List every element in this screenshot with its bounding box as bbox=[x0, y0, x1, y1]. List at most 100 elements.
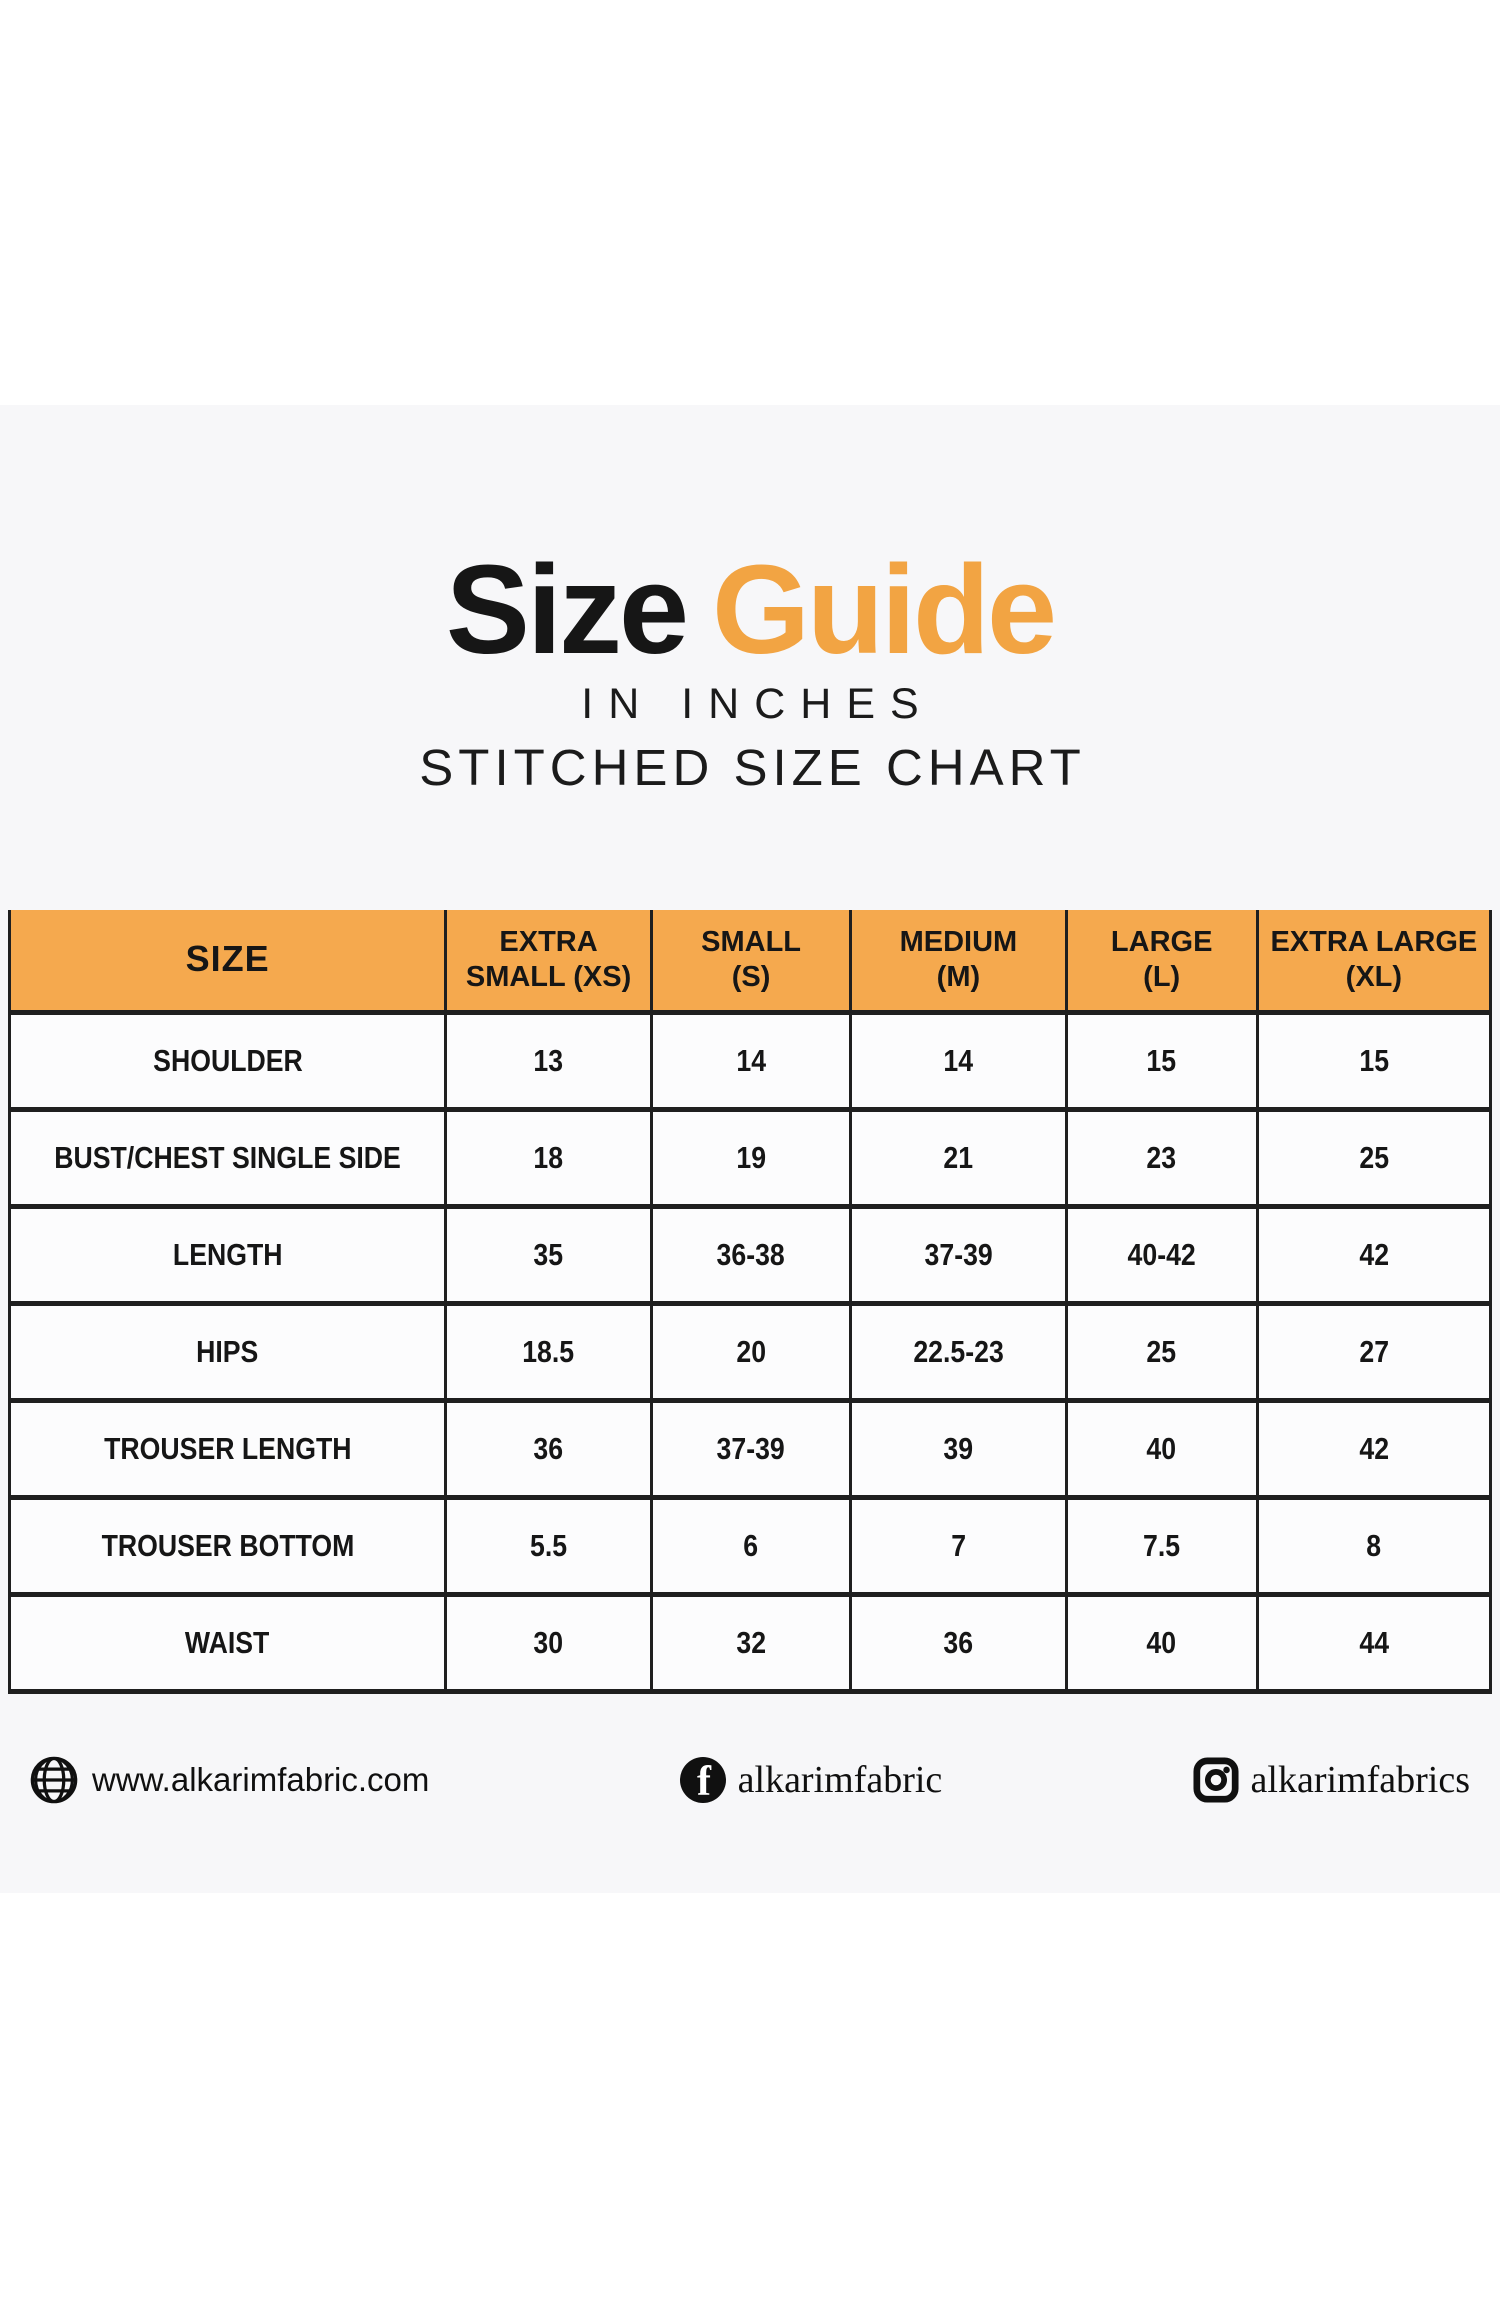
title-word-size: Size bbox=[445, 539, 689, 680]
table-row-hips: HIPS 18.5 20 22.5-23 25 27 bbox=[7, 1300, 1493, 1403]
cell-value: 7.5 bbox=[1143, 1527, 1181, 1563]
footer-facebook: f alkarimfabric bbox=[679, 1756, 942, 1803]
column-header-extra-small: EXTRA SMALL (XS) bbox=[444, 909, 653, 1015]
table-cell: 40-42 bbox=[1064, 1203, 1259, 1306]
cell-value: 19 bbox=[736, 1139, 766, 1175]
table-cell: 25 bbox=[1064, 1300, 1259, 1403]
row-label-hips: HIPS bbox=[7, 1300, 448, 1403]
footer-website: www.alkarimfabric.com bbox=[28, 1754, 429, 1806]
row-label-text: WAIST bbox=[185, 1624, 270, 1660]
table-row-waist: WAIST 30 32 36 40 44 bbox=[7, 1591, 1493, 1694]
cell-value: 40 bbox=[1146, 1624, 1177, 1660]
table-cell: 36 bbox=[849, 1591, 1068, 1694]
cell-value: 18 bbox=[533, 1139, 564, 1175]
table-cell: 40 bbox=[1064, 1397, 1259, 1500]
cell-value: 36 bbox=[943, 1624, 974, 1660]
table-cell: 8 bbox=[1255, 1494, 1493, 1597]
table-cell: 37-39 bbox=[849, 1203, 1068, 1306]
cell-value: 30 bbox=[533, 1624, 564, 1660]
row-label-trouser-length: TROUSER LENGTH bbox=[7, 1397, 448, 1500]
subtitle-stitched-size-chart: STITCHED SIZE CHART bbox=[419, 738, 1086, 796]
column-header-small: SMALL (S) bbox=[649, 909, 853, 1015]
size-chart-table: SIZE EXTRA SMALL (XS) SMALL (S) MEDIUM (… bbox=[7, 909, 1493, 1694]
table-row-bust-chest: BUST/CHEST SINGLE SIDE 18 19 21 23 25 bbox=[7, 1106, 1493, 1209]
table-cell: 20 bbox=[649, 1300, 853, 1403]
cell-value: 37-39 bbox=[716, 1430, 786, 1466]
table-cell: 22.5-23 bbox=[849, 1300, 1068, 1403]
row-label-text: BUST/CHEST SINGLE SIDE bbox=[54, 1139, 401, 1175]
table-cell: 42 bbox=[1255, 1397, 1493, 1500]
cell-value: 14 bbox=[943, 1042, 974, 1078]
cell-value: 23 bbox=[1146, 1139, 1177, 1175]
table-cell: 19 bbox=[649, 1106, 853, 1209]
row-label-bust-chest: BUST/CHEST SINGLE SIDE bbox=[7, 1106, 448, 1209]
table-row-trouser-bottom: TROUSER BOTTOM 5.5 6 7 7.5 8 bbox=[7, 1494, 1493, 1597]
cell-value: 42 bbox=[1359, 1430, 1389, 1466]
row-label-text: SHOULDER bbox=[152, 1042, 303, 1078]
row-label-waist: WAIST bbox=[7, 1591, 448, 1694]
table-cell: 15 bbox=[1064, 1009, 1259, 1112]
cell-value: 37-39 bbox=[924, 1236, 993, 1272]
table-cell: 6 bbox=[649, 1494, 853, 1597]
row-label-text: TROUSER LENGTH bbox=[103, 1430, 352, 1466]
cell-value: 15 bbox=[1146, 1042, 1177, 1078]
table-cell: 7.5 bbox=[1064, 1494, 1259, 1597]
table-cell: 14 bbox=[649, 1009, 853, 1112]
table-cell: 32 bbox=[649, 1591, 853, 1694]
header-row: SIZE EXTRA SMALL (XS) SMALL (S) MEDIUM (… bbox=[7, 909, 1493, 1015]
table-cell: 23 bbox=[1064, 1106, 1259, 1209]
table-cell: 36-38 bbox=[649, 1203, 853, 1306]
cell-value: 44 bbox=[1359, 1624, 1389, 1660]
row-label-text: LENGTH bbox=[172, 1236, 283, 1272]
table-row-shoulder: SHOULDER 13 14 14 15 15 bbox=[7, 1009, 1493, 1112]
table-cell: 7 bbox=[849, 1494, 1068, 1597]
cell-value: 36 bbox=[533, 1430, 564, 1466]
facebook-icon: f bbox=[679, 1756, 726, 1803]
table-cell: 30 bbox=[444, 1591, 653, 1694]
table-cell: 42 bbox=[1255, 1203, 1493, 1306]
footer-instagram: alkarimfabrics bbox=[1193, 1757, 1470, 1803]
instagram-icon bbox=[1193, 1757, 1239, 1803]
cell-value: 32 bbox=[736, 1624, 766, 1660]
table-cell: 18.5 bbox=[444, 1300, 653, 1403]
cell-value: 40-42 bbox=[1127, 1236, 1196, 1272]
cell-value: 21 bbox=[943, 1139, 974, 1175]
cell-value: 5.5 bbox=[530, 1527, 568, 1563]
table-cell: 40 bbox=[1064, 1591, 1259, 1694]
globe-icon bbox=[30, 1756, 78, 1803]
table-row-length: LENGTH 35 36-38 37-39 40-42 42 bbox=[7, 1203, 1493, 1306]
cell-value: 42 bbox=[1359, 1236, 1389, 1272]
column-header-size: SIZE bbox=[7, 909, 448, 1015]
cell-value: 14 bbox=[736, 1042, 766, 1078]
subtitle-in-inches: IN INCHES bbox=[581, 679, 934, 728]
table-cell: 5.5 bbox=[444, 1494, 653, 1597]
column-header-medium: MEDIUM (M) bbox=[849, 909, 1068, 1015]
cell-value: 15 bbox=[1359, 1042, 1389, 1078]
cell-value: 18.5 bbox=[522, 1333, 575, 1369]
row-label-shoulder: SHOULDER bbox=[7, 1009, 448, 1112]
title-word-guide: Guide bbox=[712, 539, 1057, 680]
cell-value: 39 bbox=[943, 1430, 974, 1466]
table-cell: 15 bbox=[1255, 1009, 1493, 1112]
row-label-length: LENGTH bbox=[7, 1203, 448, 1306]
table-cell: 36 bbox=[444, 1397, 653, 1500]
instagram-handle: alkarimfabrics bbox=[1250, 1758, 1470, 1801]
cell-value: 40 bbox=[1146, 1430, 1177, 1466]
cell-value: 6 bbox=[743, 1527, 759, 1563]
table-cell: 25 bbox=[1255, 1106, 1493, 1209]
row-label-trouser-bottom: TROUSER BOTTOM bbox=[7, 1494, 448, 1597]
page-title: Size Guide bbox=[0, 547, 1500, 673]
size-guide-panel: Size Guide IN INCHES STITCHED SIZE CHART … bbox=[0, 405, 1500, 1893]
cell-value: 27 bbox=[1359, 1333, 1389, 1369]
cell-value: 7 bbox=[950, 1527, 966, 1563]
cell-value: 22.5-23 bbox=[913, 1333, 1004, 1369]
cell-value: 35 bbox=[533, 1236, 564, 1272]
table-cell: 18 bbox=[444, 1106, 653, 1209]
cell-value: 25 bbox=[1146, 1333, 1177, 1369]
website-url: www.alkarimfabric.com bbox=[92, 1760, 430, 1798]
column-header-extra-large: EXTRA LARGE (XL) bbox=[1255, 909, 1493, 1015]
cell-value: 36-38 bbox=[716, 1236, 786, 1272]
table-cell: 14 bbox=[849, 1009, 1068, 1112]
row-label-text: HIPS bbox=[196, 1333, 259, 1369]
